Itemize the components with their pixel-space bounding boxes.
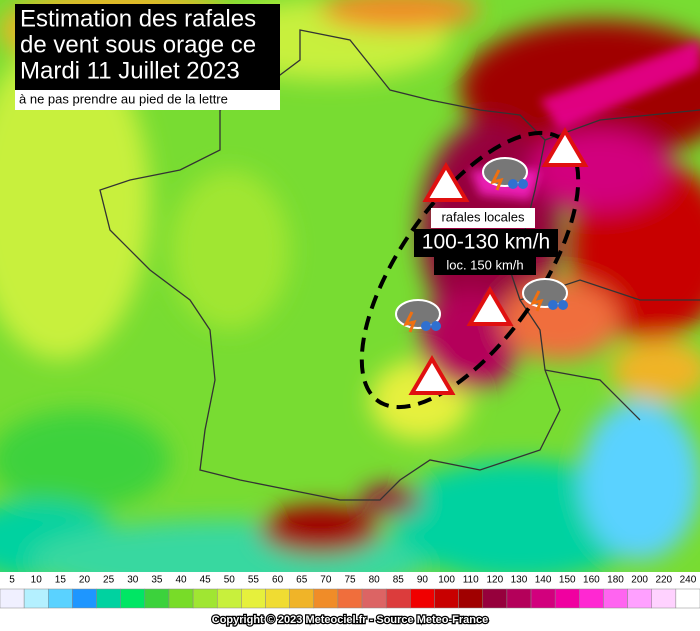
legend-swatch <box>48 588 73 609</box>
legend-label: 85 <box>393 575 405 586</box>
legend-label: 75 <box>344 575 356 586</box>
legend-swatch <box>627 588 652 609</box>
legend-label: 30 <box>127 575 139 586</box>
legend-swatch <box>241 588 266 609</box>
legend-label: 200 <box>631 575 648 586</box>
local-box <box>434 257 536 275</box>
copyright: Copyright © 2023 Meteociel.fr - Source M… <box>212 614 488 626</box>
legend-label: 35 <box>151 575 163 586</box>
range-box <box>414 229 558 257</box>
legend-swatch <box>96 588 121 609</box>
legend-label: 15 <box>55 575 67 586</box>
legend-label: 100 <box>438 575 455 586</box>
legend-swatch <box>434 588 459 609</box>
legend-swatch <box>289 588 315 609</box>
legend-swatch <box>23 588 49 609</box>
legend-swatch <box>506 588 532 609</box>
subtitle-box <box>15 90 280 110</box>
legend-swatch <box>603 588 628 609</box>
warning-icons <box>408 127 589 395</box>
legend-label: 5 <box>9 575 15 586</box>
title-box <box>15 4 280 90</box>
legend-label: 240 <box>680 575 697 586</box>
legend-label: 60 <box>272 575 284 586</box>
legend-swatch <box>192 588 218 609</box>
legend-label: 50 <box>224 575 236 586</box>
legend-label: 70 <box>320 575 332 586</box>
legend-swatch <box>579 588 604 609</box>
legend-swatch <box>675 588 700 609</box>
legend-swatch <box>337 588 363 609</box>
legend-swatch <box>216 588 242 609</box>
legend-swatch <box>144 588 170 609</box>
legend-label: 160 <box>583 575 600 586</box>
legend-swatch <box>554 588 580 609</box>
gust-label: rafales locales <box>441 209 525 224</box>
legend-label: 220 <box>655 575 672 586</box>
legend-label: 25 <box>103 575 115 586</box>
legend-label: 120 <box>486 575 503 586</box>
legend-label: 80 <box>369 575 381 586</box>
legend-swatch <box>72 588 97 609</box>
legend-label: 140 <box>535 575 552 586</box>
legend-swatch <box>120 588 146 609</box>
legend-label: 45 <box>200 575 212 586</box>
legend-label: 40 <box>175 575 187 586</box>
legend-label: 65 <box>296 575 308 586</box>
title-line: de vent sous orage ce <box>20 31 256 58</box>
legend-swatch <box>482 588 508 609</box>
legend-swatch <box>168 588 194 609</box>
legend-label: 10 <box>31 575 43 586</box>
legend-label: 180 <box>607 575 624 586</box>
title-line: Mardi 11 Juillet 2023 <box>20 57 240 84</box>
subtitle: à ne pas prendre au pied de la lettre <box>19 91 228 106</box>
legend-swatch <box>530 588 556 609</box>
legend-label: 130 <box>511 575 528 586</box>
legend-label: 110 <box>463 575 479 586</box>
legend-label: 55 <box>248 575 260 586</box>
legend-label: 90 <box>417 575 429 586</box>
legend-swatch <box>0 588 25 609</box>
legend-swatch <box>313 588 339 609</box>
gust-range: 100-130 km/h <box>422 231 550 254</box>
legend-swatch <box>265 588 290 609</box>
legend-label: 20 <box>79 575 91 586</box>
legend-swatch <box>458 588 484 609</box>
storm-icons <box>395 157 568 333</box>
legend-swatch <box>410 588 435 609</box>
legend-swatch <box>385 588 411 609</box>
legend-swatch <box>651 588 677 609</box>
legend-label: 150 <box>559 575 576 586</box>
label-box <box>431 208 535 228</box>
legend-swatch <box>361 588 387 609</box>
legend: 5 10 15 20 25 30 35 40 45 50 55 60 65 70 75 80 85 90 100 11… <box>0 575 700 609</box>
title-line: Estimation des rafales <box>20 5 256 32</box>
gust-local: loc. 150 km/h <box>446 257 523 272</box>
